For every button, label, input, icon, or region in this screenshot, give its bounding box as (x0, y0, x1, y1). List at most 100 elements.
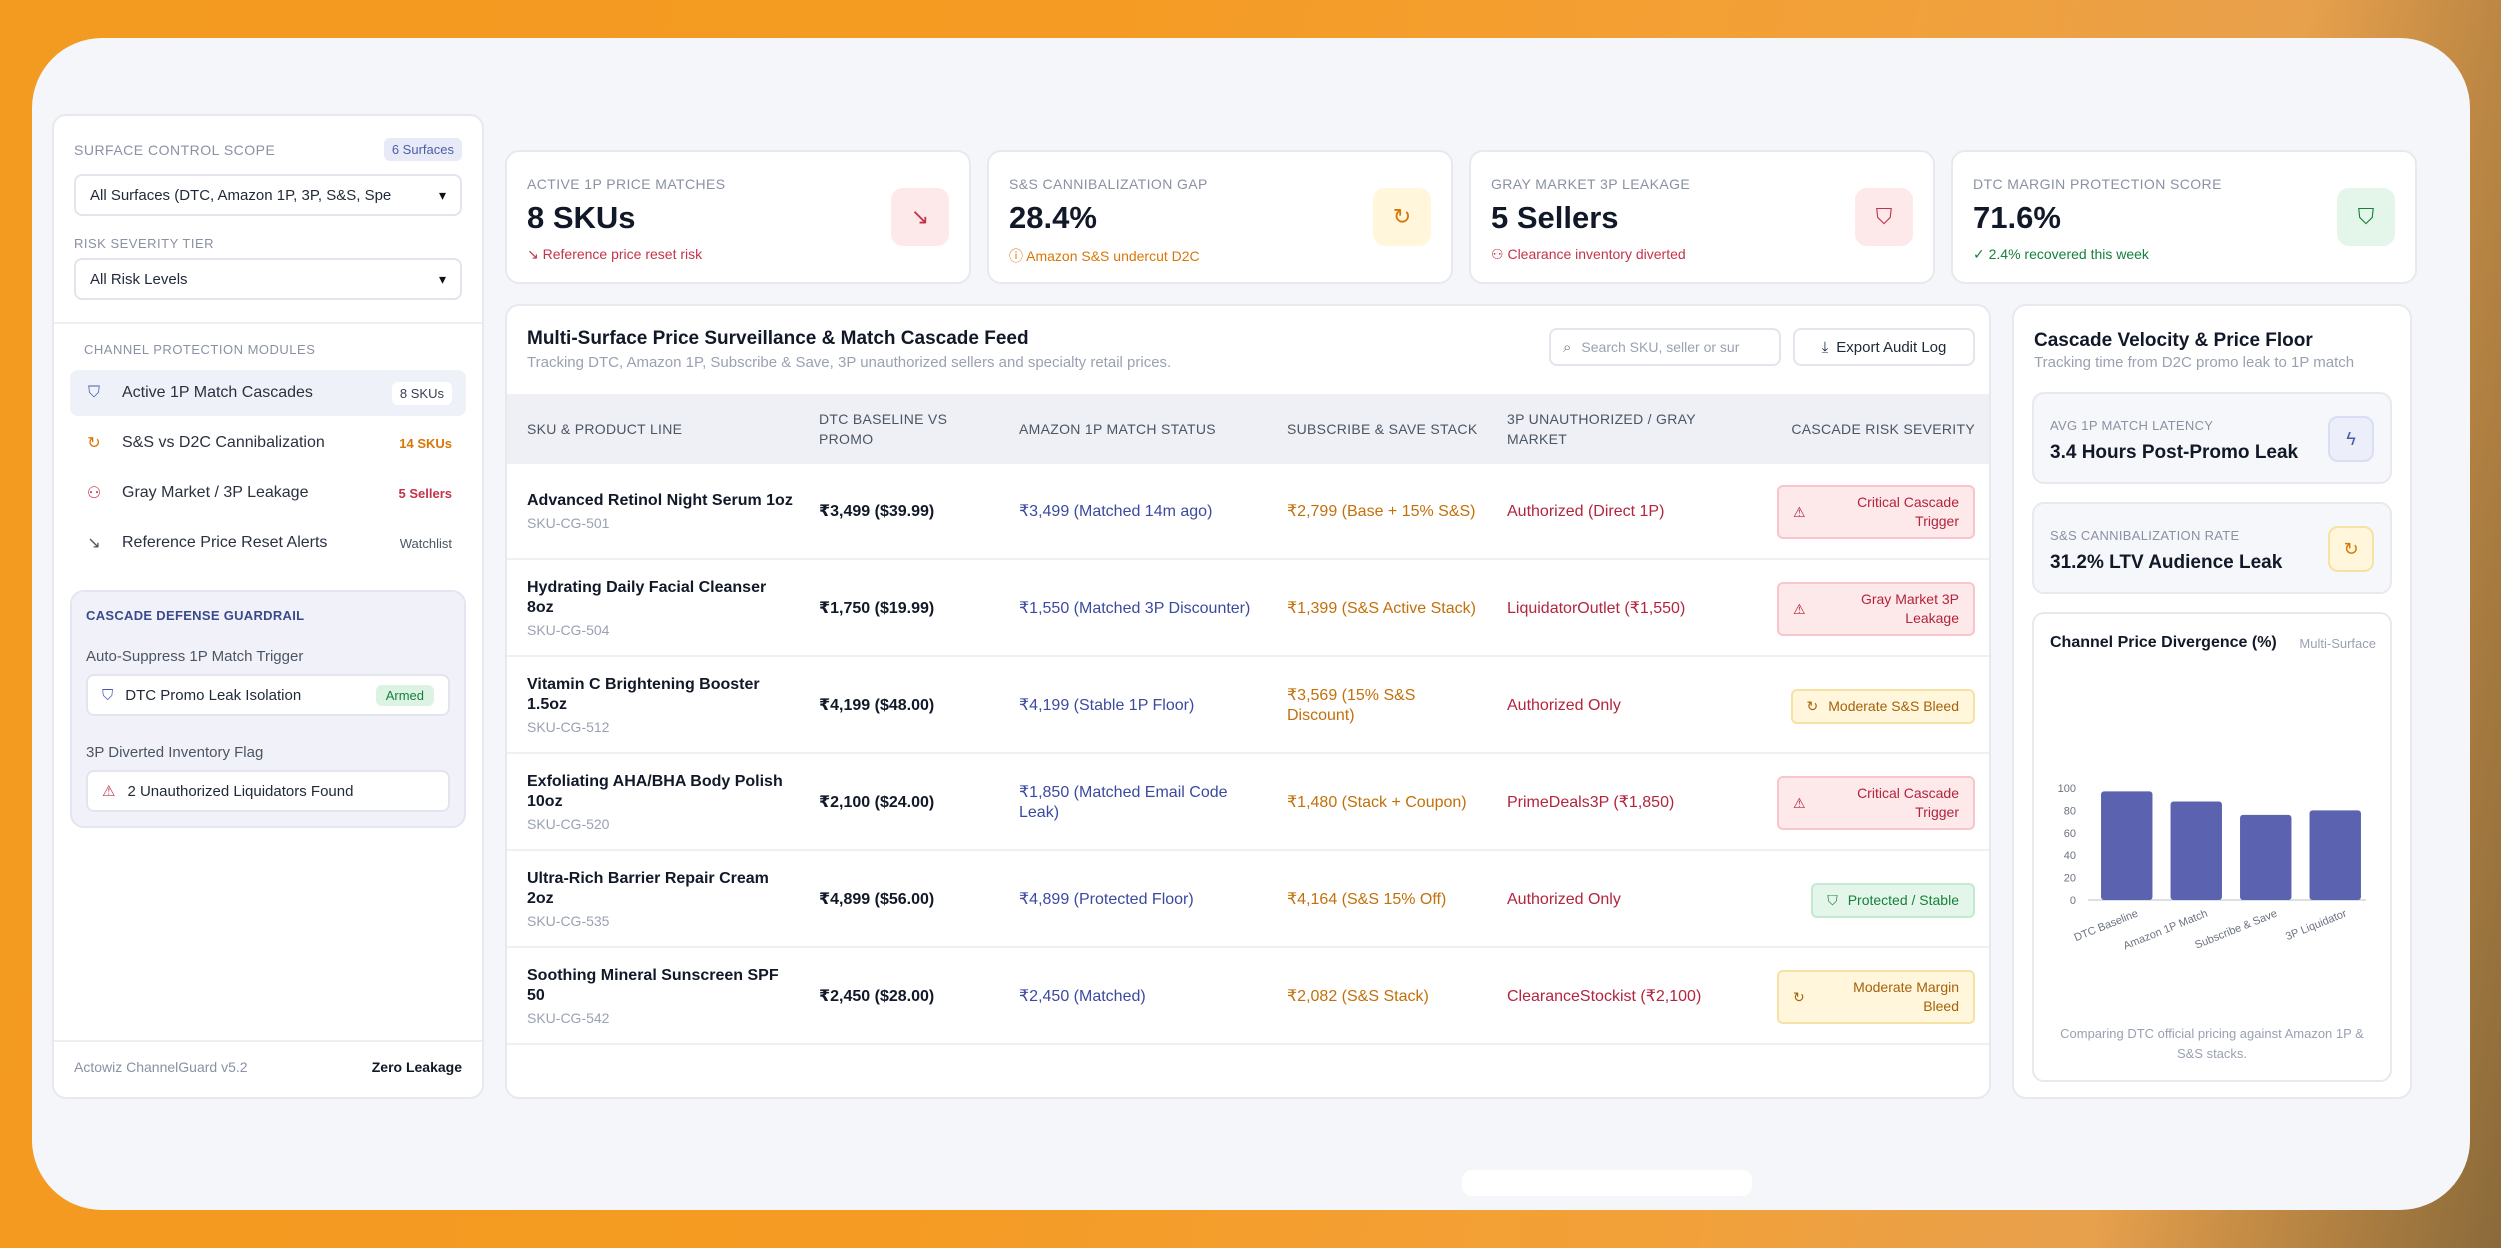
module-label: Reference Price Reset Alerts (122, 534, 328, 551)
table-row[interactable]: Advanced Retinol Night Serum 1oz SKU-CG-5… (507, 464, 1989, 560)
module-count: 8 SKUs (391, 381, 452, 405)
subscribe-save-stack: ₹1,399 (S&S Active Stack) (1287, 600, 1476, 617)
kpi-card-margin-score: DTC MARGIN PROTECTION SCORE 71.6% ✓ 2.4%… (1951, 150, 2417, 284)
module-label: Gray Market / 3P Leakage (122, 484, 309, 501)
risk-tier-select[interactable]: All Risk Levels ▾ (74, 258, 462, 300)
risk-severity-badge[interactable]: ⚠ Critical Cascade Trigger (1777, 776, 1975, 830)
shield-icon: ⛉ (102, 686, 114, 704)
table-row[interactable]: Exfoliating AHA/BHA Body Polish 10oz SKU-… (507, 755, 1989, 851)
y-tick-label: 40 (2064, 850, 2076, 862)
risk-cell: ⛉ Protected / Stable (1707, 852, 1975, 948)
column-header: SUBSCRIBE & SAVE STACK (1287, 421, 1478, 437)
y-tick-label: 80 (2064, 805, 2076, 817)
amazon-match-status: ₹3,499 (Matched 14m ago) (1019, 503, 1213, 520)
trend-down-icon: ↘ (527, 246, 543, 262)
product-name: Advanced Retinol Night Serum 1oz (527, 492, 793, 509)
auto-suppress-field[interactable]: ⛉ DTC Promo Leak Isolation Armed (86, 674, 450, 716)
subscribe-save-stack: ₹4,164 (S&S 15% Off) (1287, 891, 1447, 908)
table-row[interactable]: Hydrating Daily Facial Cleanser 8oz SKU-C… (507, 561, 1989, 657)
risk-cell: ⚠ Gray Market 3P Leakage (1707, 561, 1975, 657)
auto-suppress-value: DTC Promo Leak Isolation (125, 686, 302, 704)
table-row[interactable]: Soothing Mineral Sunscreen SPF 50 SKU-CG-… (507, 949, 1989, 1045)
stat-value: 31.2% LTV Audience Leak (2050, 552, 2283, 573)
subscribe-save-stack: ₹3,569 (15% S&S Discount) (1287, 687, 1416, 724)
divider (54, 1040, 482, 1042)
diverted-flag-field[interactable]: ⚠ 2 Unauthorized Liquidators Found (86, 770, 450, 812)
sidebar: SURFACE CONTROL SCOPE 6 Surfaces All Sur… (52, 114, 484, 1099)
dtc-price: ₹4,199 ($48.00) (819, 697, 935, 714)
module-ss-cannibalization[interactable]: ↻ S&S vs D2C Cannibalization 14 SKUs (70, 420, 466, 466)
surface-scope-label: SURFACE CONTROL SCOPE (74, 141, 276, 158)
table-row[interactable]: Vitamin C Brightening Booster 1.5oz SKU-C… (507, 658, 1989, 754)
diverted-flag-label: 3P Diverted Inventory Flag (86, 744, 264, 761)
gray-market-seller: Authorized Only (1507, 891, 1621, 908)
kpi-card-ss-gap: S&S CANNIBALIZATION GAP 28.4% ⓘ Amazon S… (987, 150, 1453, 284)
chevron-down-icon: ▾ (438, 186, 446, 203)
gray-market-seller: LiquidatorOutlet (₹1,550) (1507, 600, 1686, 617)
product-name: Exfoliating AHA/BHA Body Polish 10oz (527, 773, 783, 810)
product-cell: Exfoliating AHA/BHA Body Polish 10oz SKU-… (527, 755, 797, 851)
surface-scope-header: SURFACE CONTROL SCOPE 6 Surfaces (74, 138, 462, 161)
kpi-sub-text: 2.4% recovered this week (1988, 246, 2149, 262)
risk-icon: ⛉ (1827, 891, 1838, 908)
x-tick-label: 3P Liquidator (2284, 908, 2349, 943)
chart-bar (2101, 791, 2153, 900)
scroll-indicator (1462, 1170, 1752, 1196)
amazon-match-status: ₹2,450 (Matched) (1019, 988, 1146, 1005)
y-tick-label: 100 (2058, 783, 2076, 795)
product-sku: SKU-CG-504 (527, 622, 610, 638)
search-icon: ⌕ (1563, 338, 1572, 356)
kpi-sub: ✓ 2.4% recovered this week (1973, 246, 2149, 263)
module-count: 5 Sellers (398, 485, 453, 501)
diverted-flag-value: 2 Unauthorized Liquidators Found (127, 782, 354, 800)
table-row[interactable]: Ultra-Rich Barrier Repair Cream 2oz SKU-C… (507, 852, 1989, 948)
bolt-icon: ϟ (2328, 416, 2374, 462)
risk-severity-badge[interactable]: ⚠ Gray Market 3P Leakage (1777, 582, 1975, 636)
risk-label: Critical Cascade Trigger (1857, 785, 1959, 820)
dtc-price: ₹3,499 ($39.99) (819, 503, 935, 520)
refresh-icon: ↻ (1373, 188, 1431, 246)
product-sku: SKU-CG-512 (527, 719, 610, 735)
channel-divergence-chart: Channel Price Divergence (%) Multi-Surfa… (2032, 612, 2392, 1082)
export-audit-log-button[interactable]: ⤓ Export Audit Log (1793, 328, 1975, 366)
surface-scope-select[interactable]: All Surfaces (DTC, Amazon 1P, 3P, S&S, S… (74, 174, 462, 216)
sidebar-footer: Actowiz ChannelGuard v5.2 Zero Leakage (74, 1059, 462, 1075)
amazon-match-status: ₹1,850 (Matched Email Code Leak) (1019, 784, 1228, 821)
risk-cell: ↻ Moderate S&S Bleed (1707, 658, 1975, 754)
kpi-value: 8 SKUs (527, 200, 636, 235)
y-tick-label: 60 (2064, 828, 2076, 840)
chart-bar (2170, 801, 2222, 900)
risk-tier-label: RISK SEVERITY TIER (74, 236, 215, 251)
surface-scope-value: All Surfaces (DTC, Amazon 1P, 3P, S&S, S… (90, 186, 392, 204)
risk-cell: ⚠ Critical Cascade Trigger (1707, 755, 1975, 851)
subscribe-save-stack: ₹1,480 (Stack + Coupon) (1287, 794, 1467, 811)
dtc-price: ₹2,450 ($28.00) (819, 988, 935, 1005)
module-label: Active 1P Match Cascades (122, 384, 313, 401)
kpi-value: 28.4% (1009, 200, 1097, 235)
kpi-sub-text: Reference price reset risk (542, 246, 703, 262)
risk-label: Moderate S&S Bleed (1828, 697, 1959, 714)
module-reference-price[interactable]: ↘ Reference Price Reset Alerts Watchlist (70, 520, 466, 566)
module-gray-market[interactable]: ⚇ Gray Market / 3P Leakage 5 Sellers (70, 470, 466, 516)
risk-severity-badge[interactable]: ⛉ Protected / Stable (1811, 882, 1975, 918)
module-active-1p-match[interactable]: ⛉ Active 1P Match Cascades 8 SKUs (70, 370, 466, 416)
leakage-status: Zero Leakage (371, 1059, 462, 1075)
column-header: DTC BASELINE VS PROMO (819, 411, 948, 447)
price-surveillance-feed: Multi-Surface Price Surveillance & Match… (505, 304, 1991, 1099)
gray-market-seller: PrimeDeals3P (₹1,850) (1507, 794, 1675, 811)
kpi-value: 71.6% (1973, 200, 2061, 235)
risk-severity-badge[interactable]: ⚠ Critical Cascade Trigger (1777, 485, 1975, 539)
risk-severity-badge[interactable]: ↻ Moderate Margin Bleed (1777, 970, 1975, 1024)
risk-label: Gray Market 3P Leakage (1860, 591, 1959, 626)
chart-bar (2309, 810, 2361, 900)
search-input[interactable]: ⌕ Search SKU, seller or sur (1549, 328, 1781, 366)
chevron-down-icon: ▾ (438, 270, 446, 287)
column-header: SKU & PRODUCT LINE (527, 421, 683, 437)
product-cell: Hydrating Daily Facial Cleanser 8oz SKU-C… (527, 561, 797, 657)
product-cell: Vitamin C Brightening Booster 1.5oz SKU-C… (527, 658, 797, 754)
risk-severity-badge[interactable]: ↻ Moderate S&S Bleed (1790, 688, 1975, 724)
dtc-price: ₹4,899 ($56.00) (819, 891, 935, 908)
feed-title: Multi-Surface Price Surveillance & Match… (527, 328, 1029, 349)
risk-tier-value: All Risk Levels (90, 270, 188, 288)
